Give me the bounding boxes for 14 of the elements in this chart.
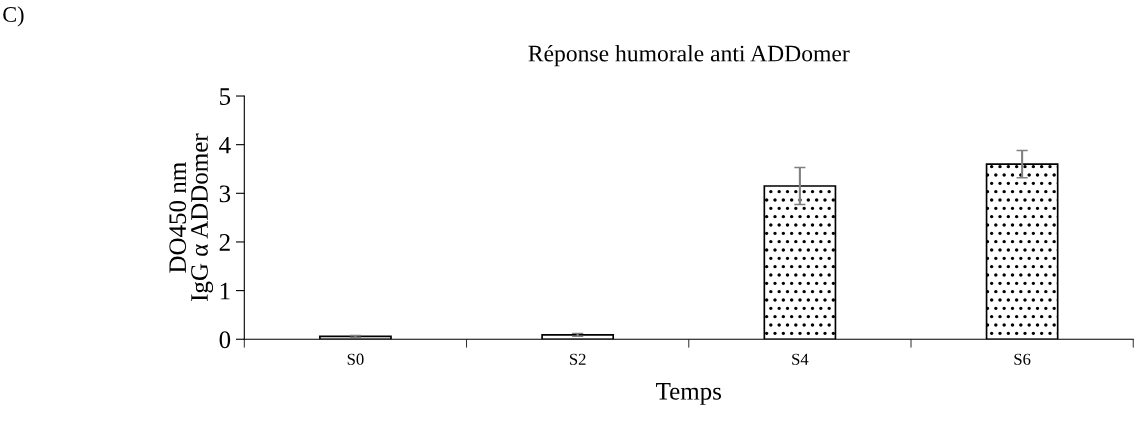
y-tick-label: 0 xyxy=(219,331,231,349)
x-tick-label: S6 xyxy=(1014,353,1031,365)
y-tick-label: 4 xyxy=(219,136,231,154)
x-tick-label: S4 xyxy=(792,353,809,365)
y-tick-label: 1 xyxy=(220,282,230,300)
x-tick-label: S2 xyxy=(569,353,586,365)
y-axis-title: DO450 nm IgG α ADDomer xyxy=(169,133,214,302)
x-tick-label: S0 xyxy=(347,353,364,365)
y-tick-label: 5 xyxy=(220,88,231,105)
x-axis-title: Temps xyxy=(656,383,722,405)
chart-title: Réponse humorale anti ADDomer xyxy=(528,44,850,67)
text: C) xyxy=(3,6,24,27)
y-tick-label: 3 xyxy=(219,185,231,203)
y-tick-label: 2 xyxy=(219,234,230,251)
